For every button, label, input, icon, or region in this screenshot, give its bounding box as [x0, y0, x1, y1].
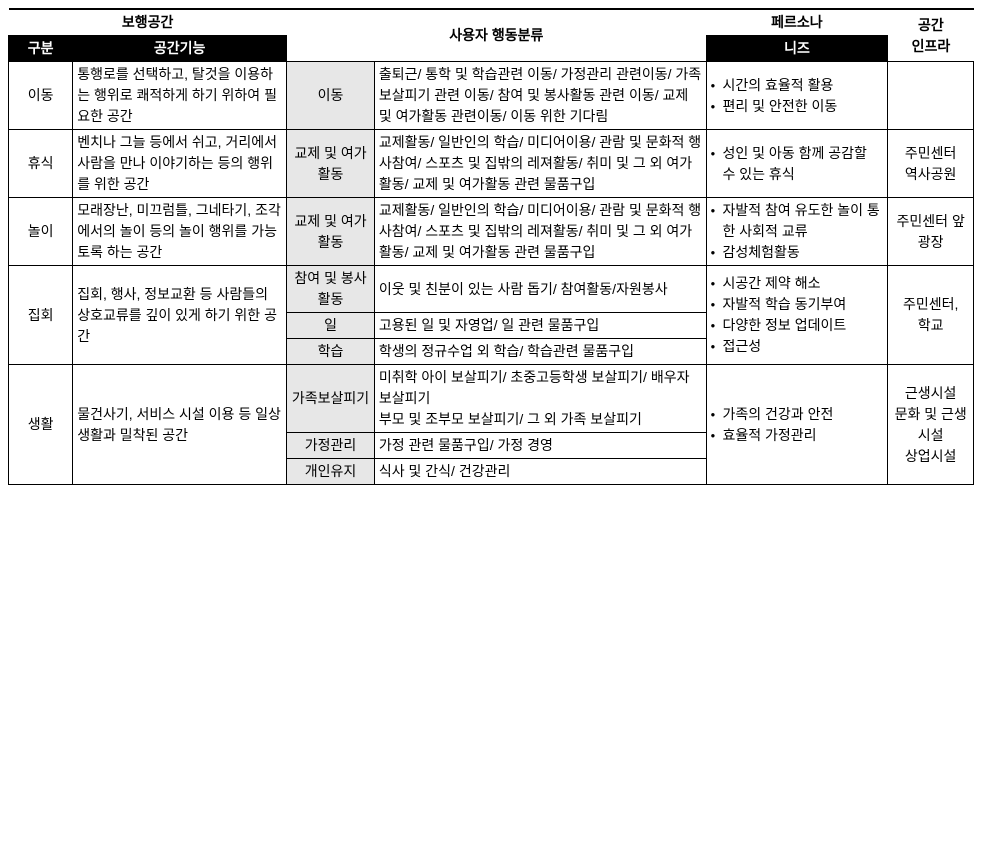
cell-infra: 근생시설 문화 및 근생시설 상업시설	[888, 365, 974, 485]
cell-behav-cat: 일	[287, 313, 375, 339]
cell-gubun: 휴식	[9, 130, 73, 198]
needs-item: 자발적 참여 유도한 놀이 통한 사회적 교류	[711, 200, 884, 242]
cell-behav-detail: 미취학 아이 보살피기/ 초중고등학생 보살피기/ 배우자 보살피기 부모 및 …	[374, 365, 706, 433]
table-row: 생활 물건사기, 서비스 시설 이용 등 일상생활과 밀착된 공간 가족보살피기…	[9, 365, 974, 433]
header-sub-func: 공간기능	[73, 36, 287, 62]
cell-behav-cat: 개인유지	[287, 459, 375, 485]
cell-behav-cat: 학습	[287, 339, 375, 365]
cell-func: 모래장난, 미끄럼틀, 그네타기, 조각에서의 놀이 등의 놀이 행위를 가능토…	[73, 198, 287, 266]
header-group-behavior: 사용자 행동분류	[287, 9, 706, 62]
cell-func: 집회, 행사, 정보교환 등 사람들의 상호교류를 깊이 있게 하기 위한 공간	[73, 266, 287, 365]
table-row: 놀이 모래장난, 미끄럼틀, 그네타기, 조각에서의 놀이 등의 놀이 행위를 …	[9, 198, 974, 266]
table-row: 이동 통행로를 선택하고, 탈것을 이용하는 행위로 쾌적하게 하기 위하여 필…	[9, 62, 974, 130]
cell-func: 벤치나 그늘 등에서 쉬고, 거리에서 사람을 만나 이야기하는 등의 행위를 …	[73, 130, 287, 198]
header-group-persona: 페르소나	[706, 9, 888, 36]
cell-behav-cat: 교제 및 여가활동	[287, 130, 375, 198]
cell-needs: 가족의 건강과 안전 효율적 가정관리	[706, 365, 888, 485]
cell-behav-detail: 가정 관련 물품구입/ 가정 경영	[374, 433, 706, 459]
needs-item: 성인 및 아동 함께 공감할 수 있는 휴식	[711, 143, 884, 185]
needs-item: 접근성	[711, 336, 884, 357]
cell-gubun: 놀이	[9, 198, 73, 266]
cell-behav-detail: 학생의 정규수업 외 학습/ 학습관련 물품구입	[374, 339, 706, 365]
header-sub-gubun: 구분	[9, 36, 73, 62]
cell-gubun: 집회	[9, 266, 73, 365]
cell-gubun: 이동	[9, 62, 73, 130]
needs-item: 가족의 건강과 안전	[711, 404, 884, 425]
needs-item: 효율적 가정관리	[711, 425, 884, 446]
cell-behav-detail: 교제활동/ 일반인의 학습/ 미디어이용/ 관람 및 문화적 행사참여/ 스포츠…	[374, 130, 706, 198]
cell-needs: 시간의 효율적 활용 편리 및 안전한 이동	[706, 62, 888, 130]
cell-infra: 주민센터 역사공원	[888, 130, 974, 198]
table-row: 집회 집회, 행사, 정보교환 등 사람들의 상호교류를 깊이 있게 하기 위한…	[9, 266, 974, 313]
cell-behav-detail: 식사 및 간식/ 건강관리	[374, 459, 706, 485]
header-group-walking: 보행공간	[9, 9, 287, 36]
cell-infra	[888, 62, 974, 130]
needs-item: 다양한 정보 업데이트	[711, 315, 884, 336]
cell-behav-cat: 가족보살피기	[287, 365, 375, 433]
needs-item: 자발적 학습 동기부여	[711, 294, 884, 315]
cell-behav-cat: 교제 및 여가활동	[287, 198, 375, 266]
cell-func: 물건사기, 서비스 시설 이용 등 일상생활과 밀착된 공간	[73, 365, 287, 485]
needs-item: 시간의 효율적 활용	[711, 75, 884, 96]
cell-behav-detail: 출퇴근/ 통학 및 학습관련 이동/ 가정관리 관련이동/ 가족보살피기 관련 …	[374, 62, 706, 130]
cell-behav-cat: 참여 및 봉사활동	[287, 266, 375, 313]
cell-behav-detail: 고용된 일 및 자영업/ 일 관련 물품구입	[374, 313, 706, 339]
needs-item: 시공간 제약 해소	[711, 273, 884, 294]
header-row-1: 보행공간 사용자 행동분류 페르소나 공간 인프라	[9, 9, 974, 36]
header-sub-needs: 니즈	[706, 36, 888, 62]
cell-behav-cat: 가정관리	[287, 433, 375, 459]
needs-item: 감성체험활동	[711, 242, 884, 263]
header-group-infra: 공간 인프라	[888, 9, 974, 62]
cell-needs: 자발적 참여 유도한 놀이 통한 사회적 교류 감성체험활동	[706, 198, 888, 266]
classification-table: 보행공간 사용자 행동분류 페르소나 공간 인프라 구분 공간기능 니즈 이동 …	[8, 8, 974, 485]
cell-func: 통행로를 선택하고, 탈것을 이용하는 행위로 쾌적하게 하기 위하여 필요한 …	[73, 62, 287, 130]
cell-infra: 주민센터, 학교	[888, 266, 974, 365]
cell-behav-detail: 교제활동/ 일반인의 학습/ 미디어이용/ 관람 및 문화적 행사참여/ 스포츠…	[374, 198, 706, 266]
cell-gubun: 생활	[9, 365, 73, 485]
cell-behav-detail: 이웃 및 친분이 있는 사람 돕기/ 참여활동/자원봉사	[374, 266, 706, 313]
cell-needs: 성인 및 아동 함께 공감할 수 있는 휴식	[706, 130, 888, 198]
cell-needs: 시공간 제약 해소 자발적 학습 동기부여 다양한 정보 업데이트 접근성	[706, 266, 888, 365]
cell-infra: 주민센터 앞 광장	[888, 198, 974, 266]
cell-behav-cat: 이동	[287, 62, 375, 130]
table-row: 휴식 벤치나 그늘 등에서 쉬고, 거리에서 사람을 만나 이야기하는 등의 행…	[9, 130, 974, 198]
needs-item: 편리 및 안전한 이동	[711, 96, 884, 117]
